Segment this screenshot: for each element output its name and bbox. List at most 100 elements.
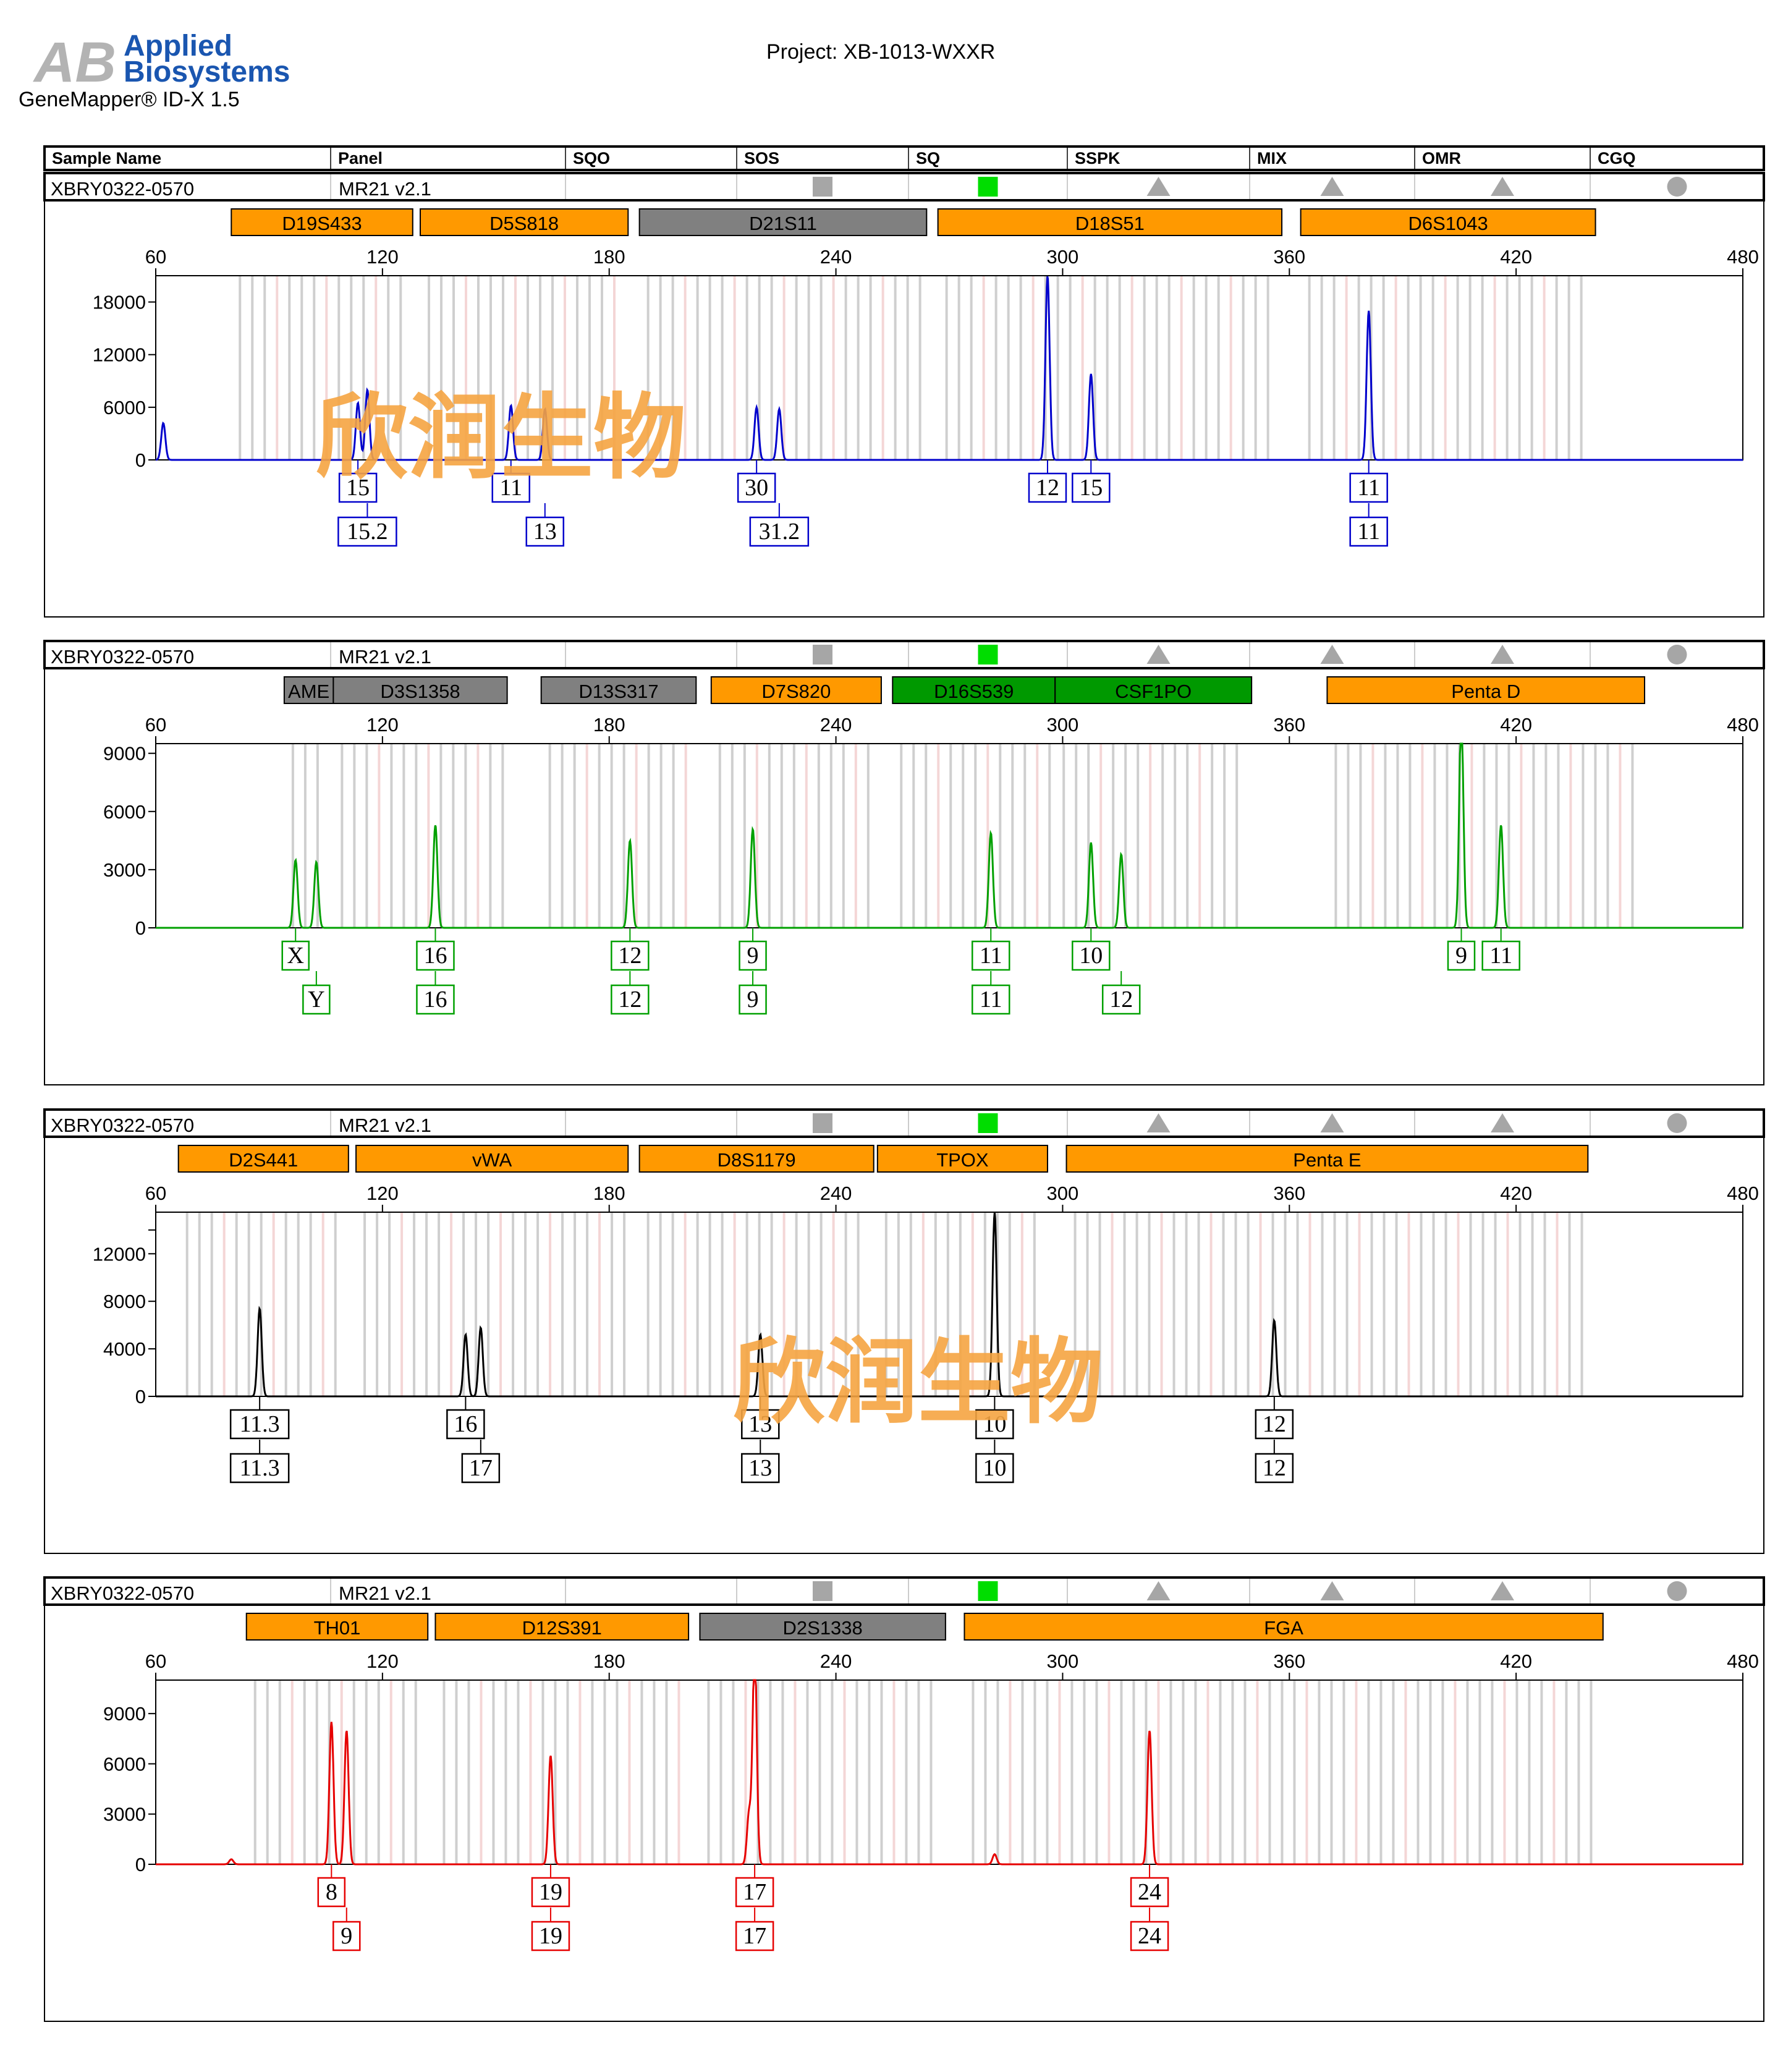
locus-bin [1326,676,1646,704]
flag-mix-triangle [1320,177,1344,196]
allele-label: 11.3 [240,1411,280,1437]
y-tick-label: 0 [135,917,146,939]
allele-label-box [531,1877,570,1908]
allele-label: 8 [326,1879,337,1905]
allele-label-box [525,516,565,547]
allele-label: 11 [499,475,522,501]
allele-label-box [1255,1409,1294,1440]
y-tick-label: 0 [135,1854,146,1875]
allele-label-box [302,984,331,1015]
panel-name: MR21 v2.1 [339,178,431,200]
sample-name: XBRY0322-0570 [51,646,194,668]
allele-label: 12 [1263,1411,1286,1437]
locus-bin [332,676,508,704]
allele-label-box [317,1877,346,1908]
logo-mark: AB [33,31,116,94]
allele-label-box [281,940,310,971]
applied-biosystems-logo: AB Applied Biosystems [33,30,290,94]
sample-name: XBRY0322-0570 [51,1582,194,1604]
x-tick-label: 180 [593,246,625,268]
x-tick-label: 240 [820,1650,852,1672]
x-tick-label: 360 [1273,1182,1305,1204]
allele-label: 17 [743,1879,766,1905]
allele-label: 16 [423,987,447,1013]
x-tick-label: 240 [820,1182,852,1204]
locus-label: Penta D [1451,681,1520,702]
allele-label: 30 [745,475,768,501]
allele-label-box [975,1453,1014,1484]
header-col-sq: SQ [916,149,940,168]
locus-label: D18S51 [1075,213,1145,234]
x-tick-label: 420 [1500,246,1532,268]
allele-label-box [972,940,1010,971]
x-tick-label: 180 [593,1650,625,1672]
trace-green [156,742,1743,929]
project-title: Project: XB-1013-WXXR [766,40,995,64]
allele-label: 10 [983,1411,1006,1437]
allele-label: 12 [618,943,642,969]
allele-label-box [749,516,810,547]
x-tick-label: 60 [145,1650,166,1672]
x-tick-label: 420 [1500,1650,1532,1672]
allele-label-box [741,1453,780,1484]
allele-label-box [229,1409,290,1440]
locus-label: D8S1179 [718,1149,796,1171]
locus-bin [177,1145,349,1173]
allele-label: 24 [1138,1923,1161,1949]
panel-name: MR21 v2.1 [339,646,431,668]
allele-label: 9 [747,987,759,1013]
watermark-group: 欣润生物 欣润生物 [315,384,1103,1437]
locus-label: D13S317 [578,681,658,702]
flag-omr-triangle [1491,1113,1514,1132]
y-tick-label: 3000 [103,1804,146,1825]
allele-label-box [461,1453,501,1484]
locus-label: FGA [1264,1617,1303,1639]
x-tick-label: 360 [1273,714,1305,736]
locus-bin [710,676,882,704]
allele-label: 16 [423,943,447,969]
flag-mix-triangle [1320,645,1344,664]
allele-label: 12 [1263,1455,1286,1481]
dye-panel-blue: XBRY0322-0570 MR21 v2.1 D19S433 D5S818 D21S1… [43,172,1765,618]
allele-label-box [337,516,397,547]
allele-label-box [531,1921,570,1951]
watermark-text: 欣润生物 [732,1329,1103,1437]
x-tick-label: 300 [1047,1650,1079,1672]
x-tick-label: 360 [1273,1650,1305,1672]
allele-label-box [1028,472,1067,503]
y-tick-label: 9000 [103,743,146,765]
allele-label-box [229,1453,290,1484]
flag-sos-square [813,177,832,197]
allele-label: 15 [1079,475,1103,501]
allele-label: 11.3 [240,1455,280,1481]
allele-label: 9 [1455,943,1467,969]
allele-label: 11 [980,943,1002,969]
sample-name: XBRY0322-0570 [51,1115,194,1136]
x-tick-label: 300 [1047,246,1079,268]
flag-mix-triangle [1320,1113,1344,1132]
allele-label-box [1447,940,1476,971]
flag-sos-square [813,1113,832,1133]
panel-name: MR21 v2.1 [339,1115,431,1136]
header-col-sspk: SSPK [1075,149,1120,168]
logo-line2: Biosystems [124,56,290,88]
allele-label: 13 [748,1455,772,1481]
locus-bin [420,208,629,236]
y-tick-label: 6000 [103,397,146,418]
allele-label-box [1349,516,1388,547]
x-tick-label: 360 [1273,246,1305,268]
trace-black [156,1212,1743,1398]
flag-omr-triangle [1491,1581,1514,1600]
allele-label: 12 [618,987,642,1013]
locus-label: D3S1358 [380,681,460,702]
allele-label-box [446,1409,485,1440]
allele-label: 11 [1489,943,1512,969]
flag-sq-square [978,645,998,664]
y-tick-label: 3000 [103,859,146,881]
allele-label-box [735,1921,774,1951]
allele-label-box [1481,940,1520,971]
locus-label: D2S441 [229,1149,298,1171]
allele-label: 9 [747,943,759,969]
y-tick-label: 8000 [103,1291,146,1312]
